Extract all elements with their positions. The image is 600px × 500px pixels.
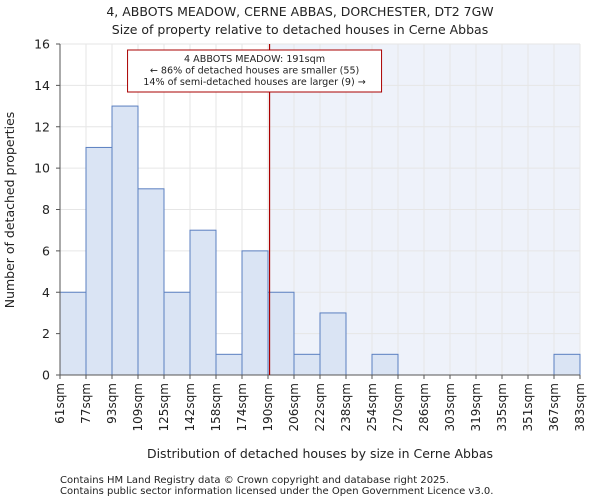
y-tick-label-10: 10 <box>34 161 50 176</box>
chart-subtitle: Size of property relative to detached ho… <box>112 22 488 37</box>
y-tick-label-0: 0 <box>42 368 50 383</box>
y-tick-label-14: 14 <box>34 78 50 93</box>
y-tick-label-8: 8 <box>42 202 50 217</box>
footer-line-1: Contains HM Land Registry data © Crown c… <box>60 475 449 486</box>
bar-206sqm <box>293 353 321 376</box>
x-tick-label-286sqm: 286sqm <box>417 383 431 431</box>
y-axis-label: Number of detached properties <box>2 112 17 309</box>
bar-158sqm <box>215 353 243 376</box>
chart-title: 4, ABBOTS MEADOW, CERNE ABBAS, DORCHESTE… <box>106 4 493 19</box>
bar-93sqm <box>111 105 139 376</box>
y-tick-label-4: 4 <box>42 285 50 300</box>
bar-174sqm <box>241 250 269 376</box>
y-tick-label-2: 2 <box>42 326 50 341</box>
x-tick-label-335sqm: 335sqm <box>495 383 509 431</box>
x-tick-label-93sqm: 93sqm <box>105 383 119 424</box>
x-tick-label-303sqm: 303sqm <box>443 383 457 431</box>
annotation-line-2: ← 86% of detached houses are smaller (55… <box>150 66 359 77</box>
x-tick-label-254sqm: 254sqm <box>365 383 379 431</box>
y-tick-label-16: 16 <box>34 37 50 52</box>
bar-367sqm <box>553 353 581 376</box>
plot-area: 0 2 4 6 8 10 12 14 16 61sqm 77sqm 93sqm 109sqm 125sqm… <box>34 37 587 432</box>
x-tick-label-77sqm: 77sqm <box>79 383 93 424</box>
bar-109sqm <box>137 188 165 376</box>
annotation-box <box>127 49 383 93</box>
x-tick-label-125sqm: 125sqm <box>157 383 171 431</box>
x-tick-label-319sqm: 319sqm <box>469 383 483 431</box>
y-tick-label-6: 6 <box>42 243 50 258</box>
x-tick-label-383sqm: 383sqm <box>573 383 587 431</box>
x-tick-label-190sqm: 190sqm <box>261 383 275 431</box>
x-tick-label-206sqm: 206sqm <box>287 383 301 431</box>
annotation-line-1: 4 ABBOTS MEADOW: 191sqm <box>184 54 325 65</box>
x-tick-label-174sqm: 174sqm <box>235 383 249 431</box>
x-tick-label-158sqm: 158sqm <box>209 383 223 431</box>
y-tick-label-12: 12 <box>34 119 50 134</box>
bar-125sqm <box>163 291 191 376</box>
x-tick-label-270sqm: 270sqm <box>391 383 405 431</box>
x-tick-label-142sqm: 142sqm <box>183 383 197 431</box>
x-tick-label-351sqm: 351sqm <box>521 383 535 431</box>
bar-142sqm <box>189 229 217 376</box>
x-tick-label-109sqm: 109sqm <box>131 383 145 431</box>
bar-222sqm <box>319 312 347 376</box>
x-tick-label-367sqm: 367sqm <box>547 383 561 431</box>
x-tick-label-222sqm: 222sqm <box>313 383 327 431</box>
footer-line-2: Contains public sector information licen… <box>60 486 493 497</box>
bar-190sqm <box>267 291 295 376</box>
x-tick-label-238sqm: 238sqm <box>339 383 353 431</box>
bar-61sqm <box>59 291 87 376</box>
bar-254sqm <box>371 353 399 376</box>
x-axis-label: Distribution of detached houses by size … <box>147 446 493 461</box>
annotation-line-3: 14% of semi-detached houses are larger (… <box>143 77 366 88</box>
x-tick-label-61sqm: 61sqm <box>53 383 67 424</box>
bar-77sqm <box>85 146 113 376</box>
